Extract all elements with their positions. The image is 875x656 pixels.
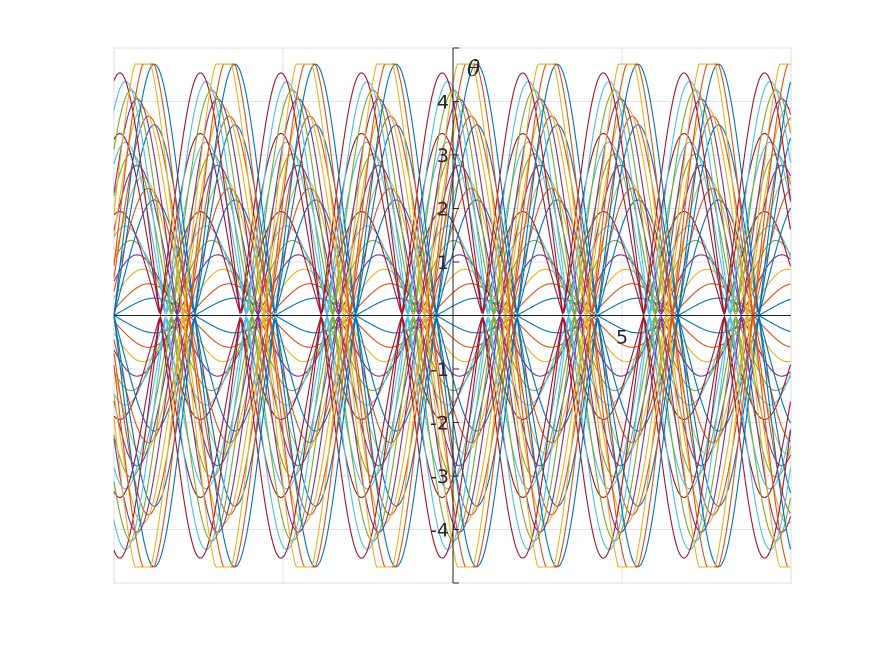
- tick-labels: -4 -3 -2 -1 1 2 3 4 5 θ̇: [430, 57, 628, 542]
- y-tick-label: -2: [430, 413, 449, 435]
- trajectory-line: [113, 239, 791, 317]
- y-tick-label: 1: [437, 252, 449, 274]
- trajectory-line: [113, 315, 792, 568]
- trajectory-line: [113, 106, 791, 316]
- trajectory-curves: [113, 63, 792, 568]
- trajectory-line: [113, 315, 792, 467]
- trajectory-line: [113, 315, 791, 525]
- trajectory-line: [113, 187, 791, 318]
- trajectory-line: [113, 72, 792, 315]
- trajectory-line: [113, 314, 791, 348]
- trajectory-line: [113, 314, 791, 334]
- axes: [114, 47, 791, 584]
- trajectory-line: [113, 98, 792, 315]
- y-tick-label: -3: [430, 466, 449, 488]
- trajectory-line: [113, 297, 791, 317]
- y-tick-label: 4: [437, 92, 449, 114]
- trajectory-line: [113, 316, 792, 533]
- trajectory-line: [113, 283, 791, 317]
- y-tick-label: -4: [430, 520, 449, 542]
- y-axis-label: θ̇: [467, 57, 480, 82]
- y-tick-label: 3: [437, 145, 449, 167]
- trajectory-line: [113, 313, 792, 406]
- trajectory-line: [113, 314, 791, 363]
- trajectory-line: [113, 63, 792, 316]
- trajectory-line: [113, 314, 791, 392]
- x-tick-label: 5: [616, 327, 628, 349]
- trajectory-line: [113, 316, 792, 559]
- trajectory-line: [113, 164, 792, 316]
- trajectory-line: [113, 316, 792, 499]
- y-tick-label: -1: [430, 359, 449, 381]
- trajectory-line: [113, 315, 791, 568]
- y-tick-label: 2: [437, 199, 449, 221]
- trajectory-line: [113, 132, 792, 315]
- trajectory-line: [113, 268, 791, 317]
- trajectory-line: [113, 313, 791, 444]
- trajectory-line: [113, 63, 791, 316]
- trajectory-line: [113, 124, 792, 316]
- trajectory-line: [113, 315, 792, 507]
- trajectory-line: [113, 225, 792, 318]
